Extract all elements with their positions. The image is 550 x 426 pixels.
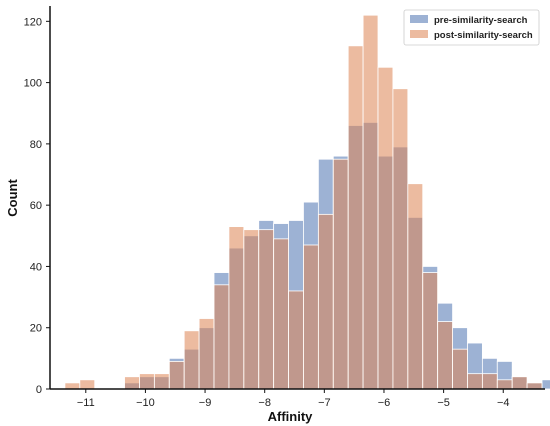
legend-frame: [403, 9, 540, 46]
bar: [288, 290, 304, 390]
bars-layer: [64, 14, 550, 390]
bar: [273, 238, 289, 390]
bar: [64, 382, 81, 390]
y-tick-label: 60: [30, 200, 42, 212]
x-tick-label: −4: [497, 397, 510, 409]
bar: [168, 361, 185, 390]
bar: [526, 382, 543, 390]
bar: [496, 379, 513, 390]
y-axis-label: Count: [5, 179, 20, 217]
bar: [392, 88, 409, 390]
bar: [377, 66, 394, 390]
bar: [124, 376, 140, 390]
bar: [317, 213, 334, 390]
x-tick-label: −6: [378, 397, 391, 409]
bar: [258, 229, 275, 390]
bar: [452, 348, 468, 390]
x-tick-label: −5: [437, 397, 450, 409]
bar: [79, 379, 96, 390]
y-tick-label: 40: [30, 261, 42, 273]
bar: [347, 45, 364, 390]
y-tick-label: 0: [36, 384, 42, 396]
bar: [139, 373, 155, 390]
x-tick-label: −11: [77, 397, 95, 409]
y-tick-label: 80: [30, 139, 42, 151]
legend: pre-similarity-search post-similarity-se…: [403, 9, 540, 46]
legend-label-pre: pre-similarity-search: [434, 15, 528, 26]
x-tick-label: −10: [136, 397, 155, 409]
bar: [511, 376, 528, 390]
y-tick-labels: 0 20 40 60 80 100 120: [24, 16, 50, 396]
bar: [362, 14, 379, 390]
bar: [541, 379, 550, 390]
bar: [198, 318, 215, 390]
bar: [213, 284, 230, 390]
y-tick-label: 120: [24, 16, 42, 28]
bar: [332, 158, 349, 390]
bar: [228, 226, 245, 390]
x-tick-label: −9: [199, 397, 212, 409]
series-post: [64, 14, 543, 390]
y-tick-label: 100: [24, 78, 42, 90]
bar: [153, 373, 170, 390]
x-tick-labels: −11 −10 −9 −8 −7 −6 −5 −4: [77, 389, 510, 409]
bar: [303, 244, 319, 390]
bar: [243, 229, 260, 390]
bar: [422, 272, 439, 390]
bar: [467, 373, 483, 390]
x-tick-label: −8: [258, 397, 271, 409]
x-axis-label: Affinity: [268, 409, 314, 424]
bar: [407, 183, 424, 390]
legend-swatch-pre: [410, 15, 428, 23]
legend-swatch-post: [410, 30, 428, 38]
bar: [437, 321, 453, 390]
y-tick-label: 20: [30, 323, 42, 335]
x-tick-label: −7: [318, 397, 331, 409]
bar: [183, 330, 200, 390]
legend-label-post: post-similarity-search: [434, 30, 533, 41]
bar: [481, 373, 498, 390]
